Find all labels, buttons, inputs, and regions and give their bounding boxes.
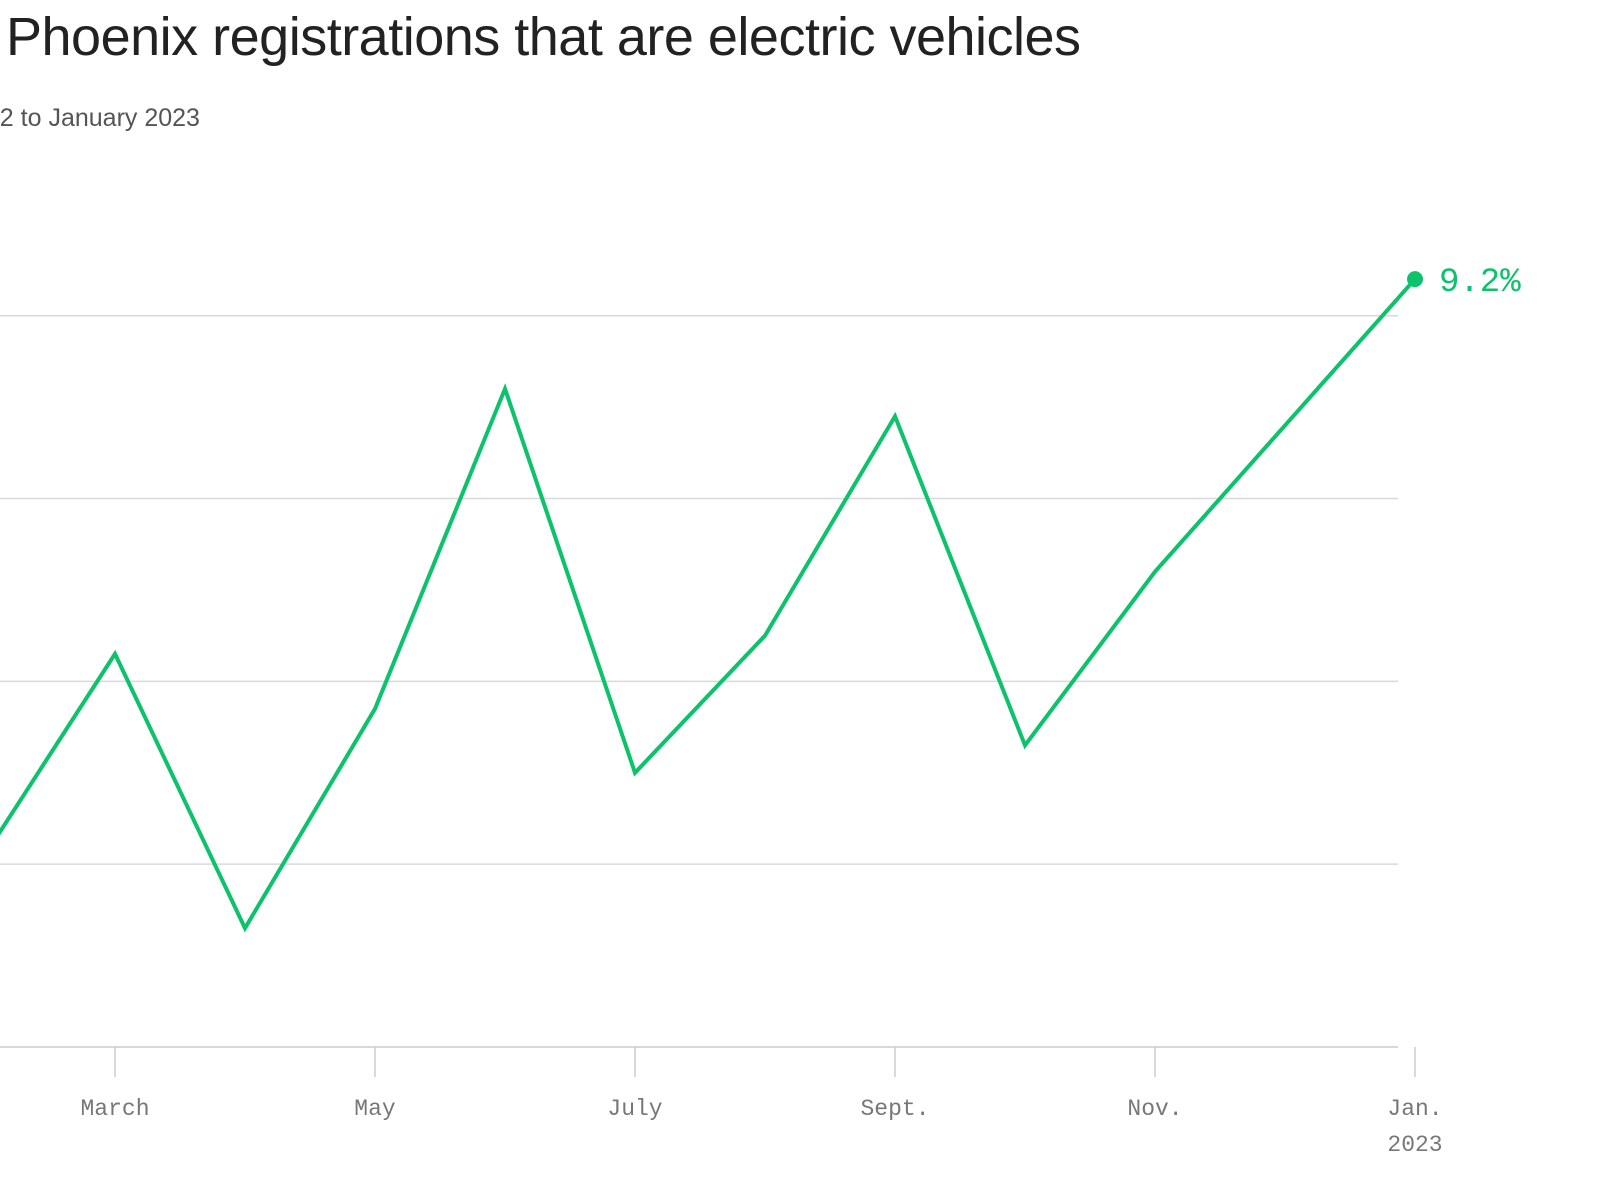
chart-title: Phoenix registrations that are electric … bbox=[6, 7, 1081, 67]
data-labels: 9.2% bbox=[1439, 264, 1521, 302]
x-axis: March May July Sept. Nov. Jan. 2023 bbox=[80, 1047, 1443, 1158]
x-tick-label: Sept. bbox=[860, 1096, 929, 1122]
series-line bbox=[0, 277, 1417, 933]
x-tick-label: Nov. bbox=[1127, 1096, 1182, 1122]
x-tick-label: Jan. bbox=[1387, 1096, 1442, 1122]
x-tick-label: March bbox=[80, 1096, 149, 1122]
x-tick-label: May bbox=[354, 1096, 396, 1122]
chart-subtitle: 022 to January 2023 bbox=[0, 104, 200, 132]
gridlines bbox=[0, 314, 1398, 1048]
end-value-label: 9.2% bbox=[1439, 264, 1521, 302]
end-point-marker bbox=[1407, 271, 1423, 288]
x-tick-sublabel: 2023 bbox=[1387, 1132, 1442, 1158]
series-layer bbox=[0, 271, 1423, 933]
x-tick-label: July bbox=[607, 1096, 662, 1122]
